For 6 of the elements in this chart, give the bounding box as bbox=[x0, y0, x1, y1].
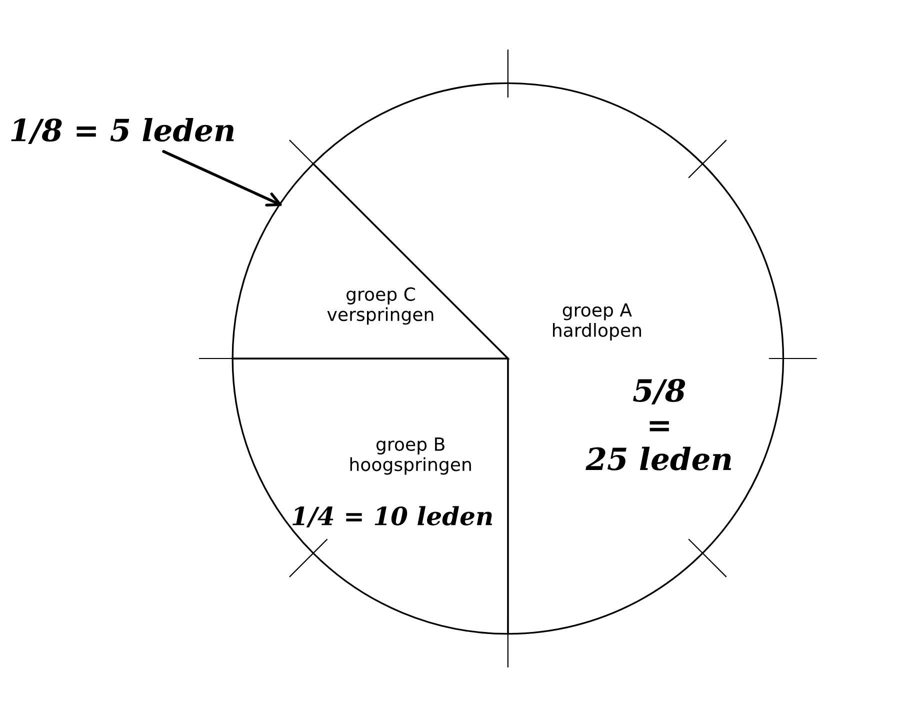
text: 1/8 = 5 leden bbox=[11, 118, 234, 144]
slice-label: groep A hardlopen bbox=[553, 303, 641, 340]
slice-label: groep B hoogspringen bbox=[350, 438, 471, 475]
slice-label: groep C verspringen bbox=[327, 287, 434, 325]
text: 5/8 = 25 leden bbox=[586, 378, 732, 470]
text: 1/4 = 10 leden bbox=[292, 506, 492, 528]
